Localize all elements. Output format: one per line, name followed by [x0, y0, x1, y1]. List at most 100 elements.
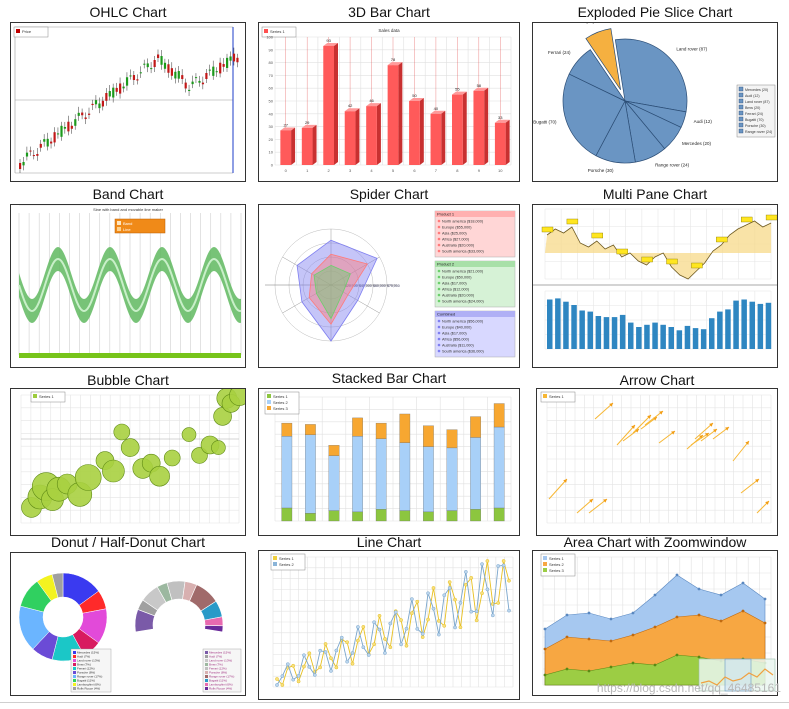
spider-plot[interactable]: $20,000 $40,000 $60,000 $75,000 Product 1 Nor…	[258, 204, 520, 368]
stacked-segment	[423, 511, 434, 522]
stacked-segment	[493, 403, 505, 428]
ohlc-candle	[163, 62, 167, 69]
bar-value-label: 46	[369, 98, 374, 103]
line-point	[453, 597, 457, 602]
area-plot[interactable]: Series 1 Series 2 Series 3	[532, 550, 778, 696]
legend-label: Bmw (7%)	[77, 663, 91, 667]
legend-swatch	[738, 122, 744, 128]
bar3d-top	[494, 119, 510, 123]
stacked-segment	[352, 417, 363, 437]
bar3d-bar	[280, 130, 292, 165]
stacked-segment	[281, 422, 293, 437]
legend-swatch	[73, 659, 76, 662]
bar3d-bar	[409, 101, 420, 165]
bar3d-top	[344, 108, 360, 112]
legend-label: Audi (7%)	[209, 655, 222, 659]
line-point	[404, 643, 409, 648]
ohlc-candle	[56, 133, 60, 135]
multipane-line	[546, 220, 772, 280]
line-point	[345, 659, 349, 664]
multipane-bar	[684, 325, 691, 349]
ohlc-candle	[184, 82, 187, 89]
band-svg: Sine with band and movable line maker Ban…	[18, 205, 242, 358]
multipane-bar	[725, 309, 731, 349]
arrow-shaft	[690, 432, 710, 446]
bar3d-bar	[366, 106, 377, 165]
stacked-plot[interactable]: Series 1 Series 2 Series 3	[258, 388, 520, 536]
spider-legend-item: Asia ($25,000)	[442, 232, 467, 236]
legend-marker	[437, 299, 441, 303]
line-point	[480, 591, 484, 596]
legend-label: Lamborghini (6%)	[77, 683, 101, 687]
pie-label: Porsche (30)	[588, 168, 614, 173]
x-tick-label: 8	[456, 168, 459, 173]
area-point	[719, 619, 723, 623]
legend-box	[70, 648, 112, 693]
ohlc-candle	[50, 141, 53, 144]
bar3d-bar	[473, 90, 485, 165]
line-point	[291, 663, 296, 668]
ohlc-candle	[60, 125, 63, 137]
multipane-bar	[611, 317, 618, 349]
line-point	[318, 665, 323, 670]
y-tick-label: 70	[269, 73, 274, 78]
legend-label: Land rover (87)	[745, 100, 770, 104]
donut-plot[interactable]: Mercedes (15%) Audi (7%) Land rover (13%) B…	[10, 552, 246, 696]
bar-value-label: 42	[348, 103, 353, 108]
line-plot[interactable]: Series 1 Series 2	[258, 550, 520, 700]
band-plot[interactable]: Sine with band and movable line maker Ban…	[10, 204, 246, 368]
bar3d-side	[355, 108, 360, 165]
line-point	[302, 653, 306, 658]
ohlc-candle	[119, 83, 122, 94]
multipane-bar	[579, 310, 585, 349]
line-point	[383, 637, 387, 641]
bar3d-side	[484, 87, 489, 165]
area-point	[587, 637, 591, 641]
arrow-plot[interactable]: Series 1	[536, 388, 778, 536]
legend-label: Audi (7%)	[77, 655, 90, 659]
band-center-line	[18, 257, 242, 313]
arrow-chart-panel: Arrow Chart Series 1	[536, 372, 778, 536]
stacked-segment	[352, 436, 363, 513]
bar3d-plot[interactable]: Sales data Series 1 0 10 20 30 40 50 60 70 80 90 100…	[258, 22, 520, 182]
line-point	[426, 617, 430, 622]
stacked-segment	[328, 510, 340, 522]
legend-marker	[437, 269, 441, 273]
arrow-shaft	[732, 440, 750, 462]
legend-label: Land rover (13%)	[77, 659, 100, 663]
legend-box	[736, 84, 776, 138]
ohlc-candle	[39, 143, 42, 148]
ohlc-candle	[36, 153, 39, 156]
line-point	[345, 640, 349, 645]
legend-swatch	[205, 671, 208, 674]
ohlc-candle	[112, 87, 115, 98]
chart-title: Stacked Bar Chart	[331, 370, 447, 386]
stacked-segment	[399, 413, 411, 443]
donut-svg: Mercedes (15%)Audi (7%)Land rover (13%)B…	[18, 572, 242, 693]
stacked-segment	[375, 422, 387, 439]
x-tick-label: 7	[435, 168, 438, 173]
ohlc-candle	[188, 89, 191, 91]
half-donut-slice	[204, 625, 224, 633]
point-label-box	[616, 248, 628, 255]
ohlc-candle	[132, 75, 136, 81]
pie-plot[interactable]: Land rover (87) Audi (12) Mercedes (20) Ran…	[532, 22, 778, 182]
arrow-head	[659, 411, 663, 415]
bar3d-top	[387, 62, 403, 66]
spider-legend-item: Asia ($17,000)	[442, 282, 467, 286]
line-point	[415, 599, 420, 604]
ring-label: $40,000	[359, 284, 372, 288]
area-point	[741, 609, 745, 613]
ohlc-candle	[219, 62, 222, 74]
ohlc-candle	[105, 93, 108, 101]
multipane-plot[interactable]	[532, 204, 778, 368]
bubble-plot[interactable]: Series 1	[10, 388, 246, 536]
ohlc-candle	[29, 150, 32, 152]
multipane-bar	[733, 300, 739, 349]
legend-label: Series 3	[273, 406, 288, 411]
spider-axis	[282, 256, 332, 286]
ohlc-plot[interactable]: Price	[10, 22, 246, 182]
multipane-bar	[692, 328, 699, 349]
line-point	[453, 625, 457, 630]
y-tick-label: 90	[269, 47, 274, 52]
